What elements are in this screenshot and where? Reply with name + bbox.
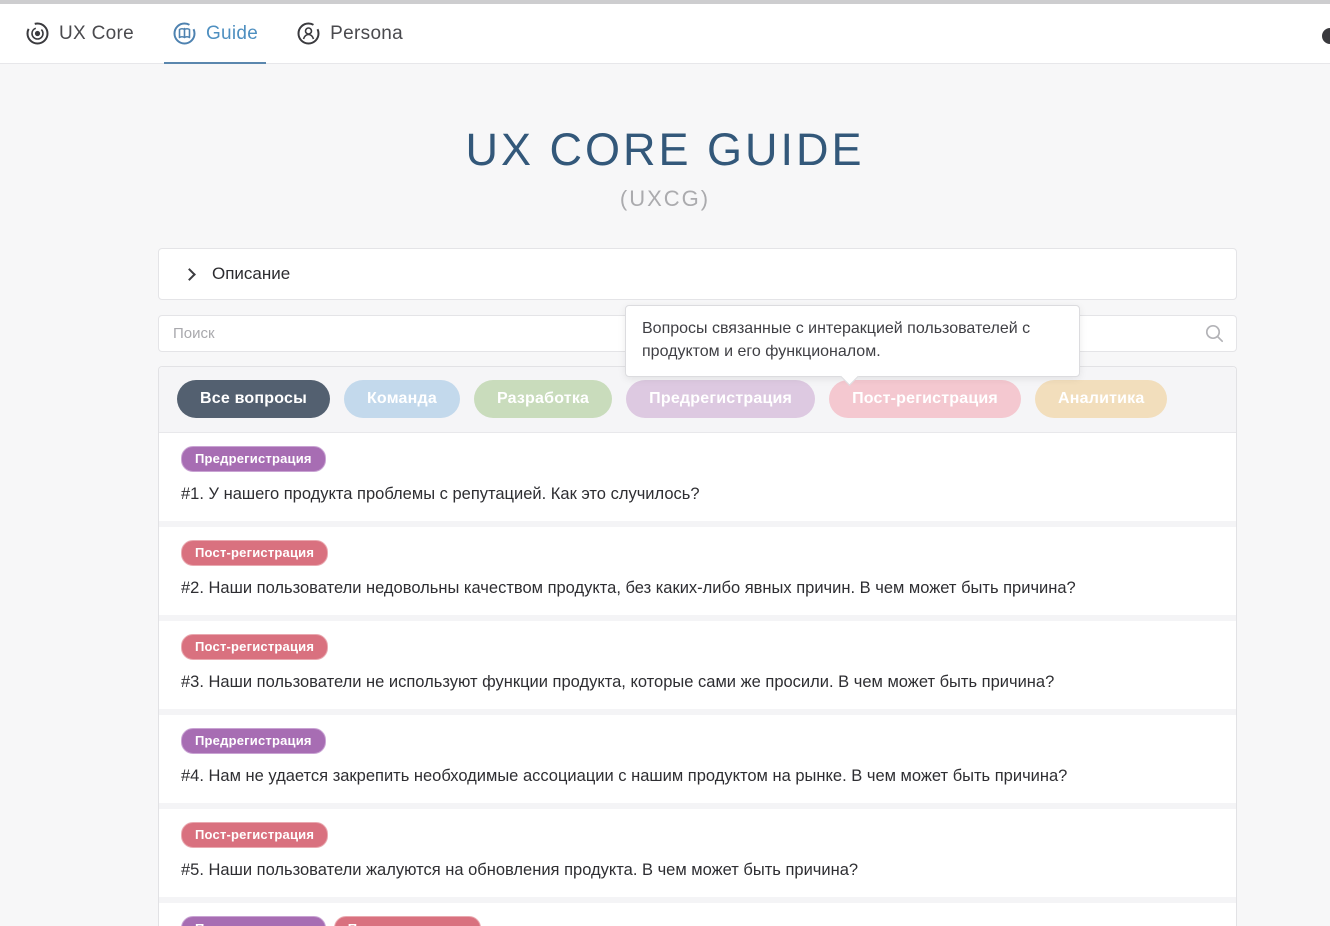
page-title: UX CORE GUIDE — [465, 124, 865, 175]
nav-item-persona[interactable]: Persona — [286, 4, 413, 63]
tag-postregistration: Пост-регистрация — [181, 634, 329, 660]
chevron-right-icon — [183, 267, 196, 281]
nav-item-label: UX Core — [59, 22, 134, 44]
question-row[interactable]: Предрегистрация Пост-регистрация #6. Нов… — [159, 897, 1236, 926]
filter-development[interactable]: Разработка — [473, 380, 613, 418]
questions-panel: Все вопросы Команда Разработка Предрегис… — [158, 366, 1237, 926]
question-text: #4. Нам не удается закрепить необходимые… — [181, 767, 1068, 785]
persona-user-icon — [296, 21, 321, 46]
tag-preregistration: Предрегистрация — [181, 446, 326, 472]
window-top-edge — [0, 0, 1330, 4]
nav-item-label: Persona — [330, 22, 404, 44]
page-subtitle: (UXCG) — [619, 186, 711, 211]
filter-preregistration[interactable]: Предрегистрация — [626, 380, 816, 418]
guide-book-icon — [172, 21, 197, 46]
question-row[interactable]: Предрегистрация #4. Нам не удается закре… — [159, 709, 1236, 803]
search-icon — [1204, 323, 1225, 349]
tag-postregistration: Пост-регистрация — [333, 916, 481, 926]
question-row[interactable]: Пост-регистрация #3. Наши пользователи н… — [159, 615, 1236, 709]
question-text: #2. Наши пользователи недовольны качеств… — [181, 579, 1076, 597]
nav-item-label: Guide — [205, 22, 259, 44]
category-tooltip: Вопросы связанные с интеракцией пользова… — [625, 305, 1080, 387]
question-text: #1. У нашего продукта проблемы с репутац… — [181, 485, 700, 503]
question-text: #3. Наши пользователи не используют функ… — [181, 673, 1055, 691]
page-header: UX CORE GUIDE (UXCG) — [0, 124, 1330, 212]
description-accordion[interactable]: Описание — [158, 248, 1237, 300]
nav-item-ux-core[interactable]: UX Core — [15, 4, 144, 63]
question-row[interactable]: Пост-регистрация #2. Наши пользователи н… — [159, 521, 1236, 615]
filter-all-questions[interactable]: Все вопросы — [177, 380, 330, 418]
tag-postregistration: Пост-регистрация — [181, 822, 329, 848]
tooltip-text: Вопросы связанные с интеракцией пользова… — [642, 320, 1031, 361]
filter-team[interactable]: Команда — [343, 380, 460, 418]
tag-postregistration: Пост-регистрация — [181, 540, 329, 566]
question-row[interactable]: Предрегистрация #1. У нашего продукта пр… — [159, 433, 1236, 521]
filter-analytics[interactable]: Аналитика — [1034, 380, 1168, 418]
filter-postregistration[interactable]: Пост-регистрация — [829, 380, 1021, 418]
tag-preregistration: Предрегистрация — [181, 728, 326, 754]
nav-item-guide[interactable]: Guide — [162, 4, 268, 64]
tag-preregistration: Предрегистрация — [181, 916, 326, 926]
cropped-right-edge-icon — [1322, 28, 1330, 44]
filter-row: Все вопросы Команда Разработка Предрегис… — [159, 367, 1236, 433]
question-row[interactable]: Пост-регистрация #5. Наши пользователи ж… — [159, 803, 1236, 897]
description-label: Описание — [212, 264, 291, 283]
top-navbar: UX Core Guide Persona — [0, 4, 1330, 64]
question-text: #5. Наши пользователи жалуются на обновл… — [181, 861, 859, 879]
ux-core-target-icon — [25, 21, 50, 46]
